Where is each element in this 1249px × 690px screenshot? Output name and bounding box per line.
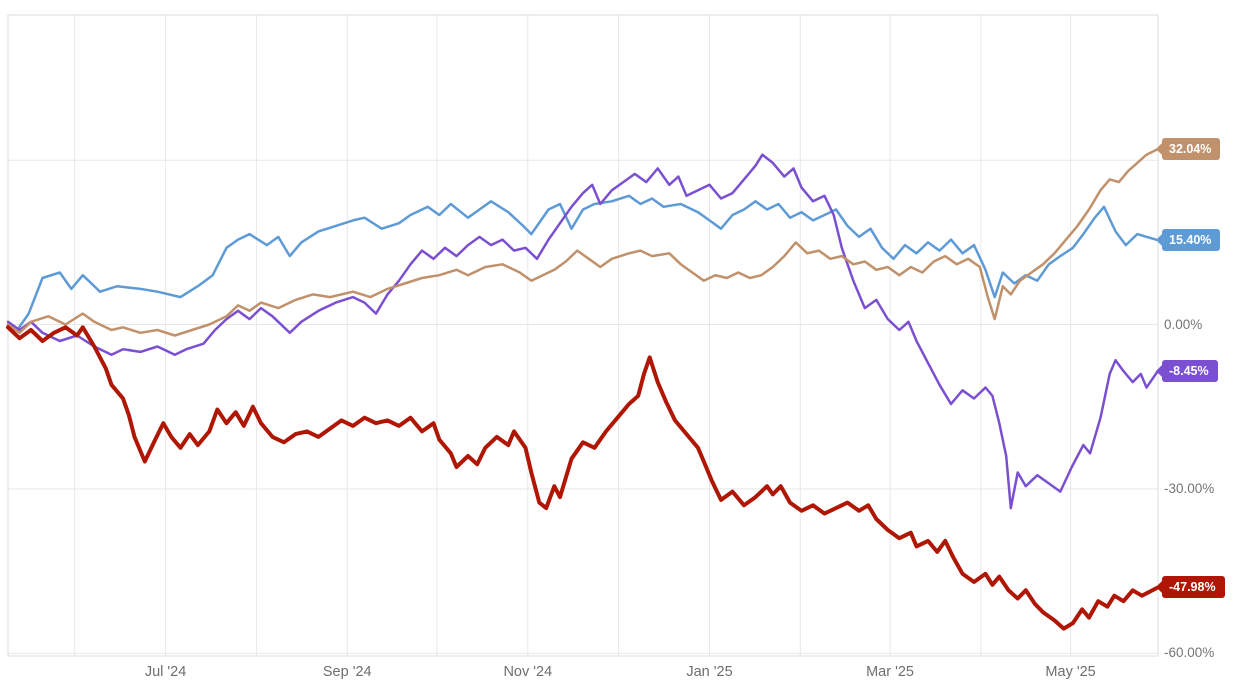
- plot-border: [7, 14, 1159, 657]
- series-line-tan: [6, 147, 1160, 337]
- series-line-blue: [6, 194, 1160, 332]
- series-line-purple: [6, 153, 1160, 510]
- series-line-red: [6, 325, 1160, 631]
